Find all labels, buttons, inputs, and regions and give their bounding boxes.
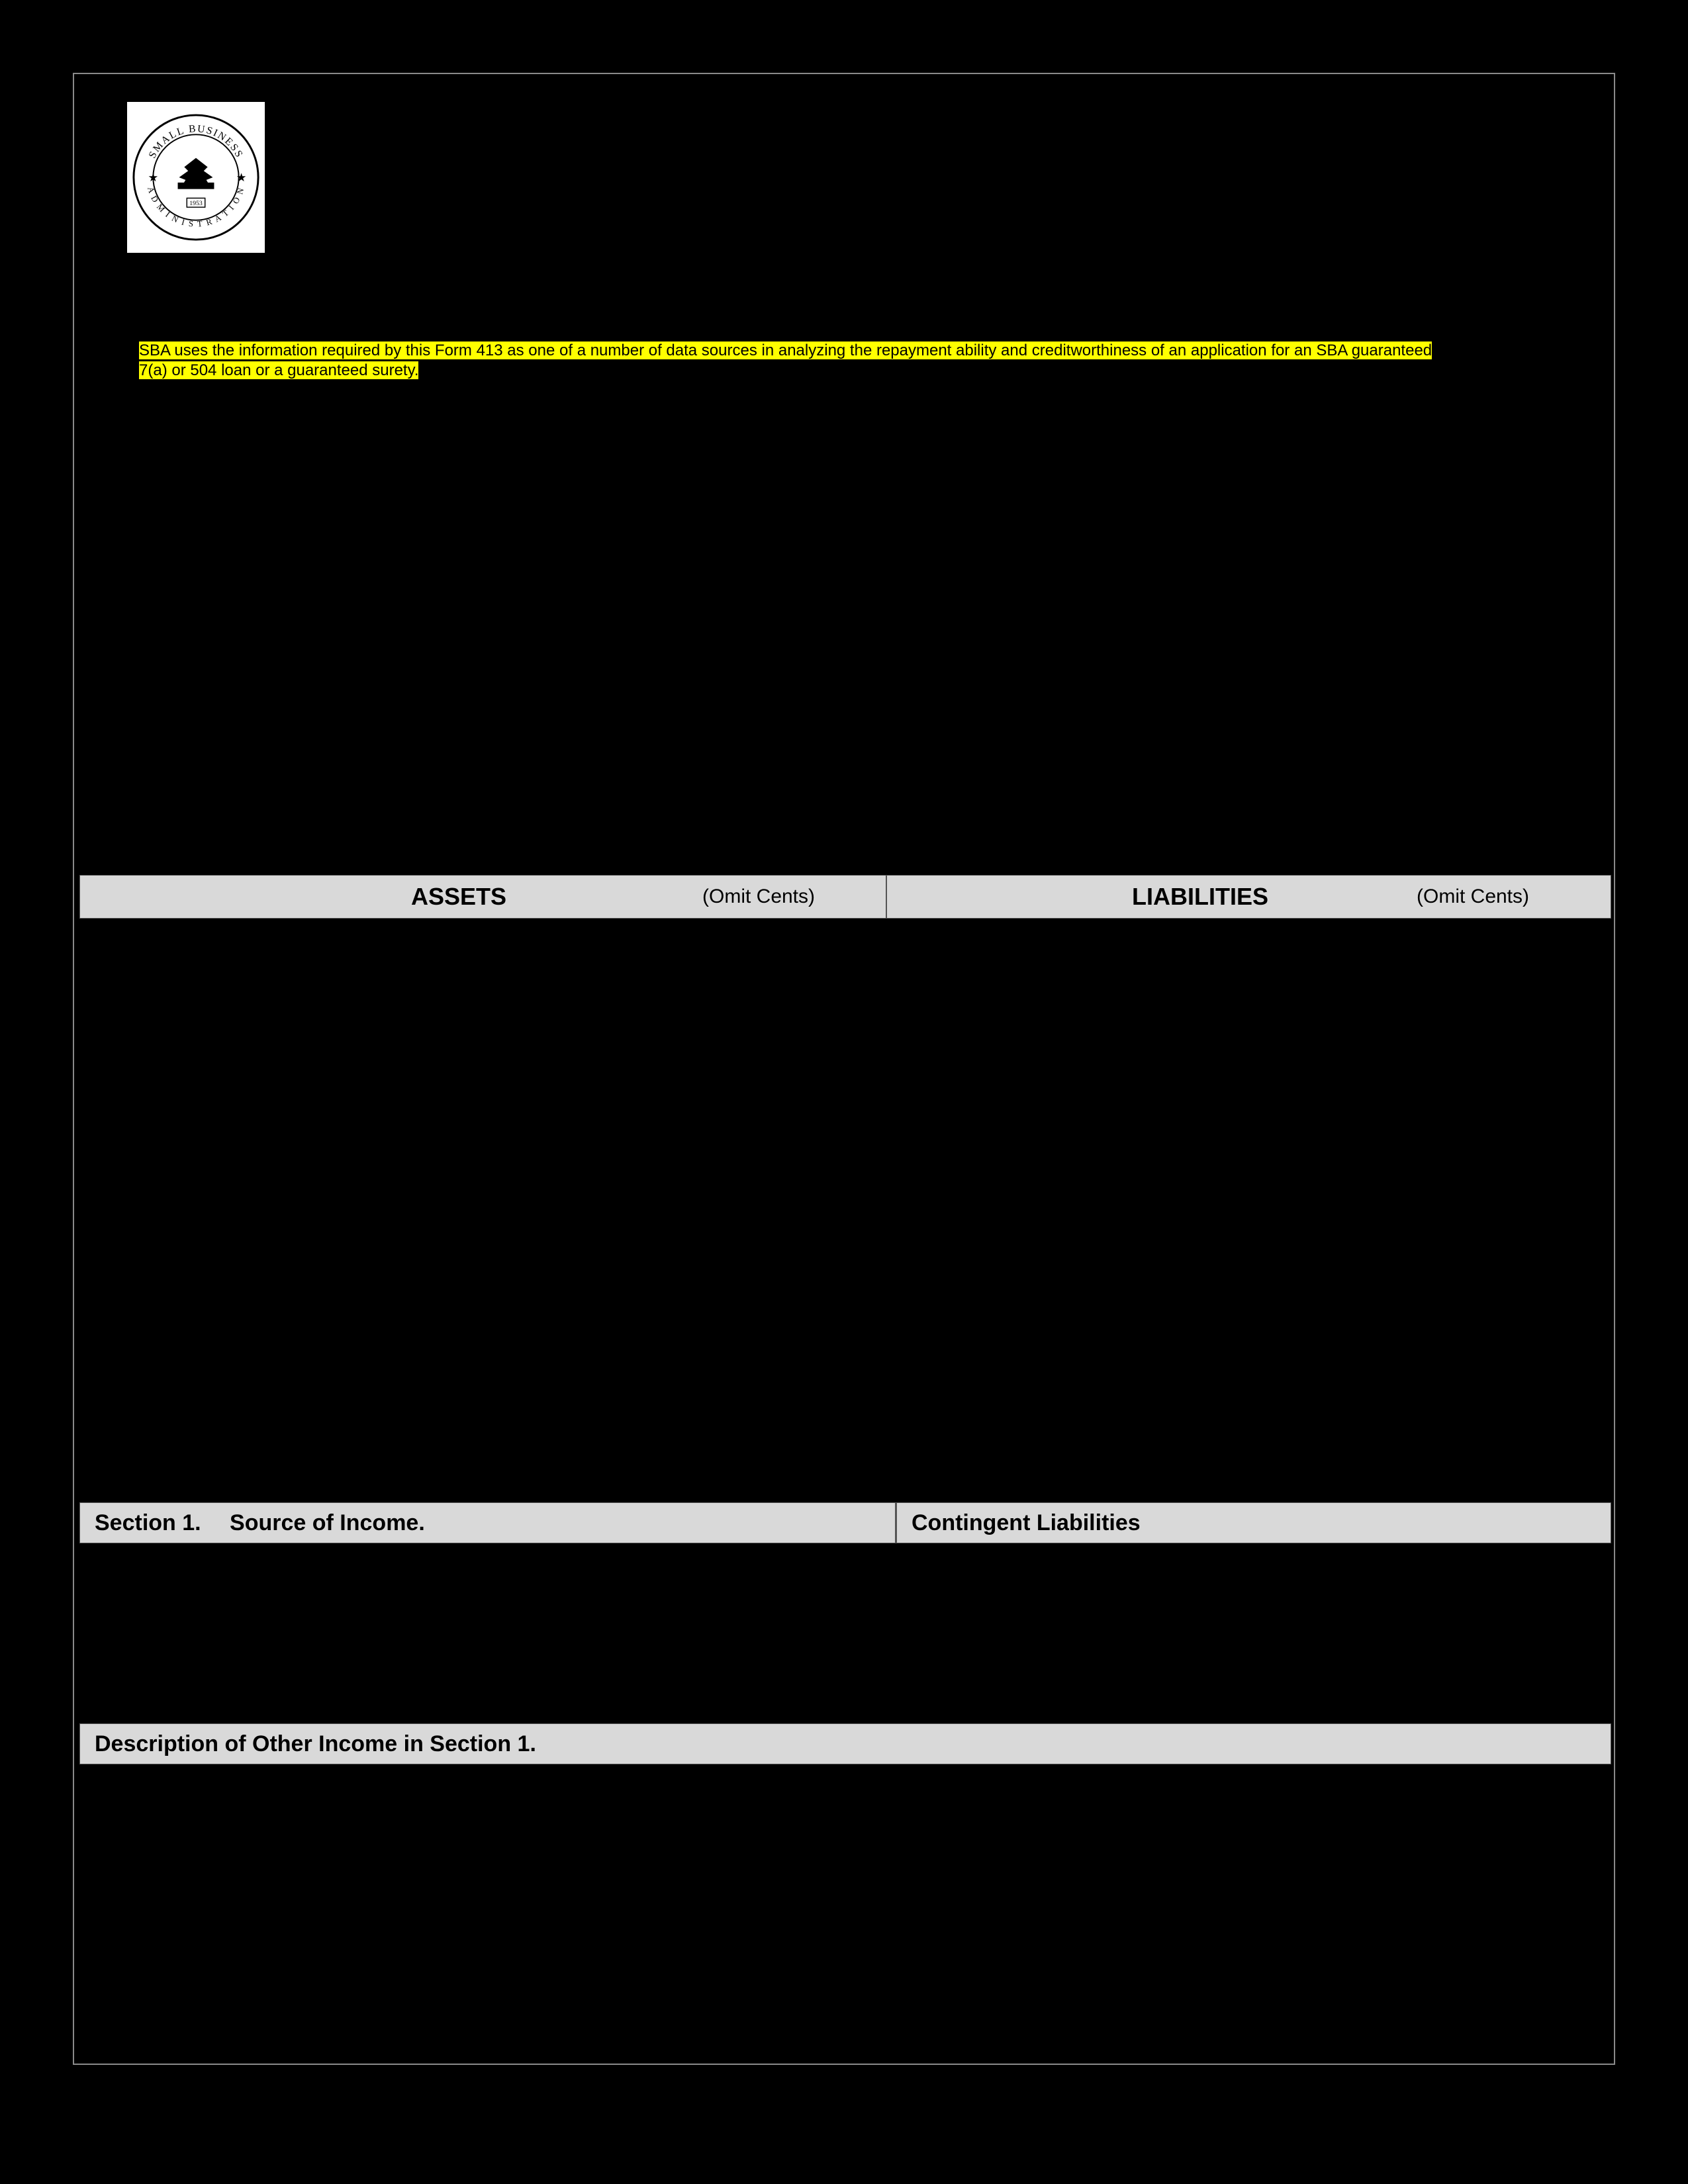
page-frame: SMALL BUSINES​S A D M I N I S T R A T I … xyxy=(73,73,1615,2065)
liabilities-title: LIABILITIES xyxy=(1132,883,1268,911)
liabilities-omit-note: (Omit Cents) xyxy=(1417,886,1529,908)
other-income-description-header: Description of Other Income in Section 1… xyxy=(79,1723,1611,1764)
section1-header-row: Section 1. Source of Income. Contingent … xyxy=(79,1502,1611,1543)
assets-title: ASSETS xyxy=(411,883,506,911)
form-purpose-text: SBA uses the information required by thi… xyxy=(139,341,1432,379)
seal-year: 1953 xyxy=(189,200,203,207)
section1-source-of-income: Section 1. Source of Income. xyxy=(79,1502,896,1543)
assets-liabilities-header: ASSETS (Omit Cents) LIABILITIES (Omit Ce… xyxy=(79,875,1611,919)
assets-header-cell: ASSETS (Omit Cents) xyxy=(79,875,886,919)
svg-text:★: ★ xyxy=(148,171,158,184)
form-purpose-highlight: SBA uses the information required by thi… xyxy=(139,341,1462,381)
liabilities-header-cell: LIABILITIES (Omit Cents) xyxy=(886,875,1611,919)
seal-icon: SMALL BUSINES​S A D M I N I S T R A T I … xyxy=(131,113,261,242)
svg-text:★: ★ xyxy=(236,171,247,184)
sba-seal: SMALL BUSINES​S A D M I N I S T R A T I … xyxy=(127,102,265,253)
contingent-liabilities-header: Contingent Liabilities xyxy=(896,1502,1611,1543)
assets-omit-note: (Omit Cents) xyxy=(702,886,815,908)
